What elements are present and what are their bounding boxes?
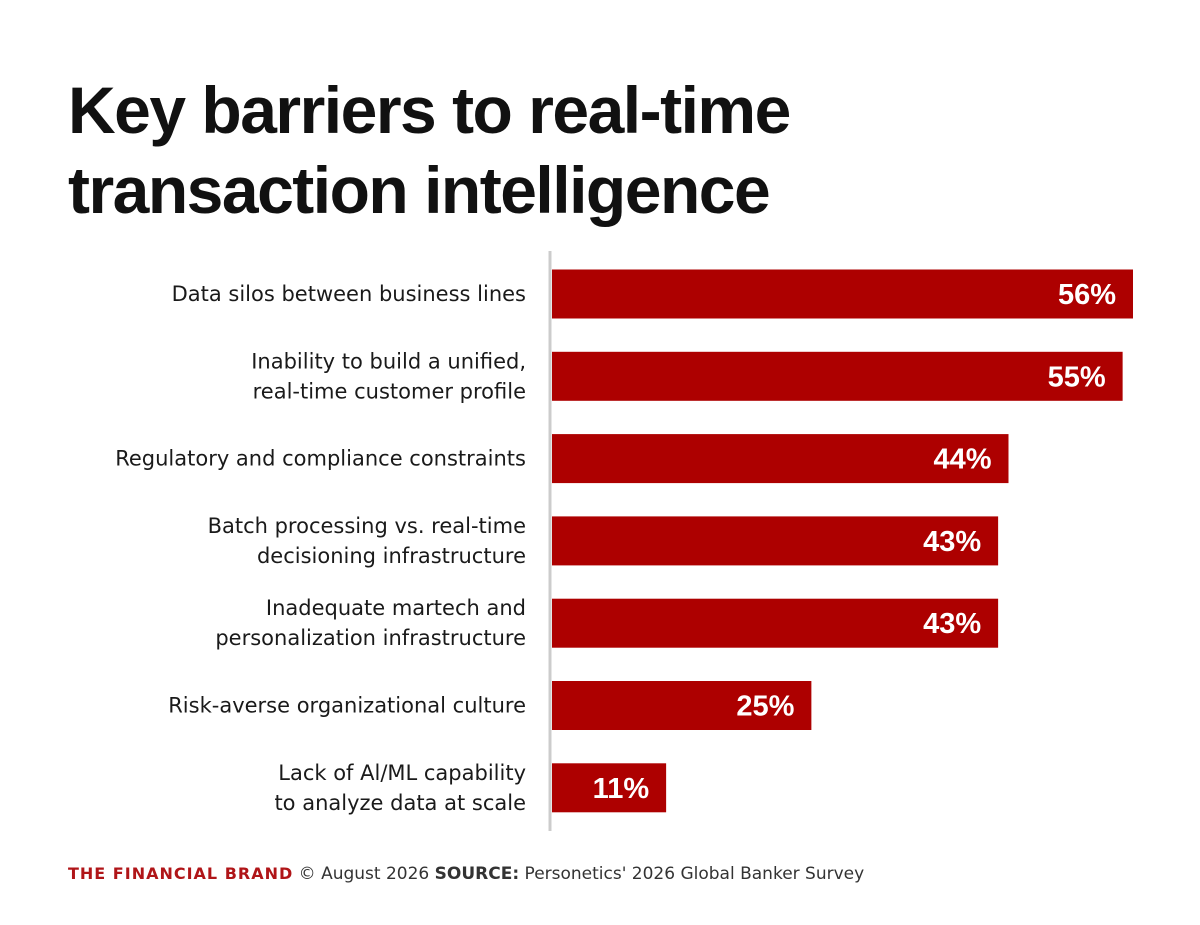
category-label-0-line-0: Data silos between business lines bbox=[172, 282, 526, 306]
category-label-6-line-0: Lack of Al/ML capability bbox=[278, 761, 526, 785]
bar-value-label-1: 55% bbox=[1048, 361, 1106, 393]
category-label-3-line-1: decisioning infrastructure bbox=[257, 544, 526, 568]
bar-0 bbox=[552, 269, 1133, 319]
chart-title-line-2: transaction intelligence bbox=[68, 153, 771, 227]
category-label-2-line-0: Regulatory and compliance constraints bbox=[115, 447, 526, 471]
category-label-6-line-1: to analyze data at scale bbox=[274, 791, 526, 815]
footer-date: © August 2026 bbox=[298, 864, 430, 884]
bar-3 bbox=[552, 516, 999, 566]
bar-value-label-4: 43% bbox=[923, 608, 981, 640]
bar-value-label-5: 25% bbox=[736, 691, 794, 723]
chart-title-line-1: Key barriers to real-time bbox=[68, 73, 791, 147]
category-label-1-line-1: real-time customer profile bbox=[253, 379, 526, 403]
category-label-1-line-0: Inability to build a unified, bbox=[251, 349, 526, 373]
source-text: Personetics' 2026 Global Banker Survey bbox=[524, 864, 865, 884]
bar-value-label-2: 44% bbox=[933, 444, 991, 476]
category-label-3-line-0: Batch processing vs. real-time bbox=[208, 514, 526, 538]
bar-6 bbox=[552, 763, 667, 813]
bar-4 bbox=[552, 598, 999, 648]
source-label: SOURCE: bbox=[434, 864, 520, 884]
bar-1 bbox=[552, 351, 1123, 401]
category-label-4-line-1: personalization infrastructure bbox=[215, 626, 526, 650]
bar-value-label-3: 43% bbox=[923, 526, 981, 558]
footer: THE FINANCIAL BRAND © August 2026 SOURCE… bbox=[68, 864, 864, 884]
category-label-5-line-0: Risk-averse organizational culture bbox=[168, 694, 526, 718]
bar-value-label-0: 56% bbox=[1058, 279, 1116, 311]
bar-2 bbox=[552, 434, 1009, 484]
chart-title: Key barriers to real-time transaction in… bbox=[68, 70, 1148, 230]
bar-5 bbox=[552, 681, 812, 730]
category-label-4-line-0: Inadequate martech and bbox=[266, 596, 526, 620]
brand-logo-text: THE FINANCIAL BRAND bbox=[68, 864, 294, 883]
bar-value-label-6: 11% bbox=[593, 773, 650, 805]
